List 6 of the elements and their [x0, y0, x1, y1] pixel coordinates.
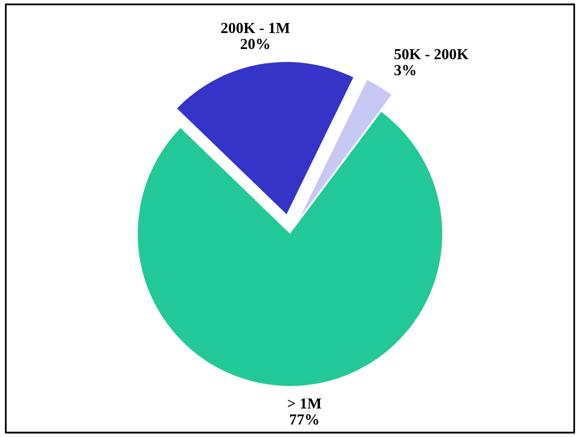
data-label: 77% [290, 414, 318, 425]
slice-label: > 1M [288, 398, 322, 408]
data-label: 20% [240, 38, 270, 50]
slice-label: 50K - 200K [394, 49, 468, 60]
slice-label: 200K - 1M [221, 22, 290, 34]
data-label: 3% [394, 64, 416, 76]
